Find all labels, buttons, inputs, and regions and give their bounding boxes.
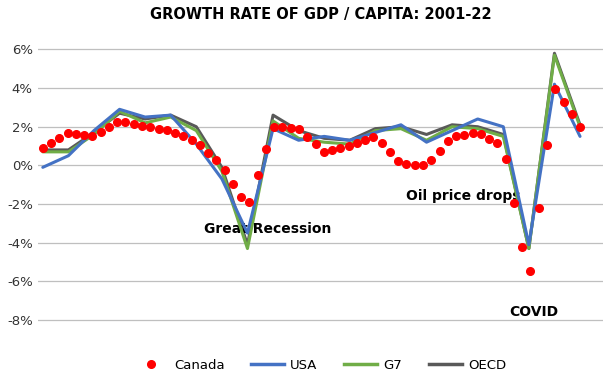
Text: Great Recession: Great Recession [204,222,331,236]
Legend: Canada, USA, G7, OECD: Canada, USA, G7, OECD [129,354,512,377]
Title: GROWTH RATE OF GDP / CAPITA: 2001-22: GROWTH RATE OF GDP / CAPITA: 2001-22 [149,7,491,22]
Text: COVID: COVID [509,305,559,319]
Text: Oil price drops: Oil price drops [406,189,520,203]
